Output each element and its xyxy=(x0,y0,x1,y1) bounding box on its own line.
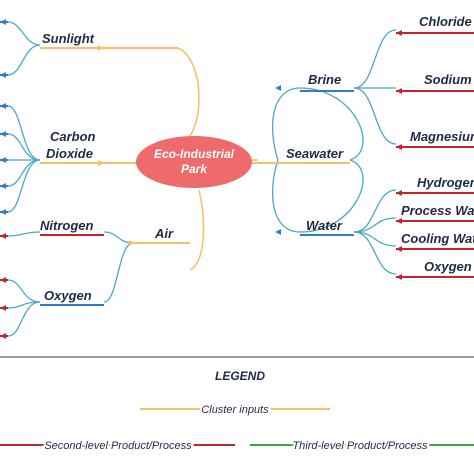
center-label-line2: Park xyxy=(181,162,208,176)
node-cooling-water: Cooling Water xyxy=(401,231,474,246)
node-sunlight: Sunlight xyxy=(42,31,95,46)
center-label-line1: Eco-Industrial xyxy=(154,147,235,161)
legend-second-level: Second-level Product/Process xyxy=(44,440,192,452)
node-hydrogen: Hydrogen xyxy=(417,175,474,190)
node-underlines xyxy=(0,21,474,337)
node-oxygen-left: Oxygen xyxy=(44,288,92,303)
node-sodium: Sodium xyxy=(424,72,472,87)
legend-cluster-inputs: Cluster inputs xyxy=(201,404,269,416)
node-magnesium: Magnesium xyxy=(410,129,474,144)
node-brine: Brine xyxy=(308,72,341,87)
node-seawater: Seawater xyxy=(286,146,344,161)
node-air: Air xyxy=(154,226,174,241)
center-node: Eco-Industrial Park xyxy=(136,136,252,188)
legend-third-level: Third-level Product/Process xyxy=(292,440,428,452)
node-chloride: Chloride xyxy=(419,14,472,29)
legend-title: LEGEND xyxy=(215,369,265,383)
legend: LEGEND Cluster inputs Second-level Produ… xyxy=(0,356,474,454)
node-process-water: Process Water xyxy=(401,203,474,218)
arrowheads xyxy=(0,19,402,339)
node-carbon-dioxide-line2: Dioxide xyxy=(46,146,93,161)
node-water: Water xyxy=(306,218,343,233)
node-oxygen-right: Oxygen xyxy=(424,259,472,274)
node-carbon-dioxide-line1: Carbon xyxy=(50,129,96,144)
node-nitrogen: Nitrogen xyxy=(40,218,94,233)
